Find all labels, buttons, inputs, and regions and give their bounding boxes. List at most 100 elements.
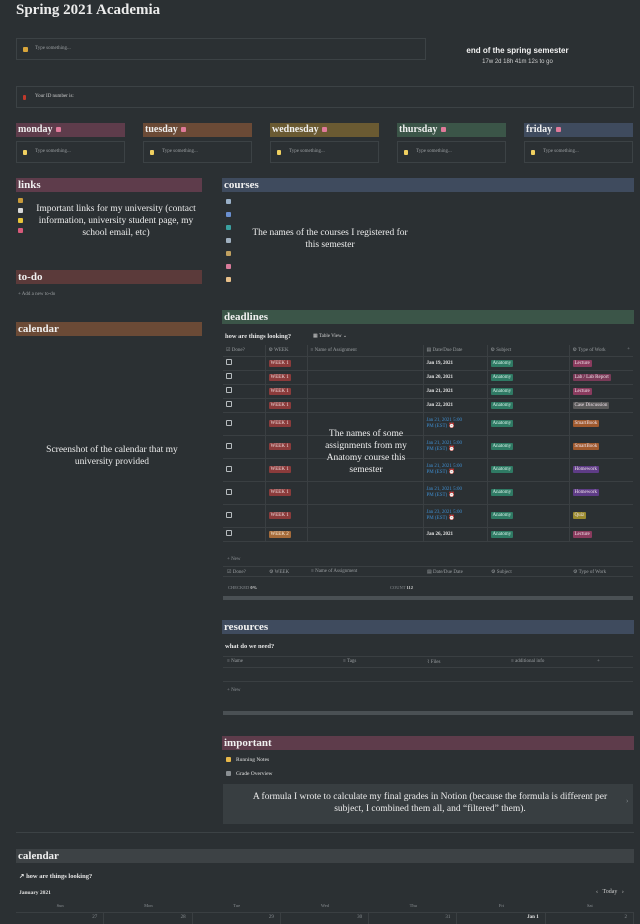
- course-icon-6[interactable]: [226, 264, 231, 269]
- deadlines-scrollbar[interactable]: [223, 596, 633, 600]
- link-icon-2[interactable]: [18, 208, 23, 213]
- col-done[interactable]: ☑ Done?: [223, 345, 266, 357]
- done-checkbox[interactable]: [226, 442, 232, 449]
- deadlines-header: deadlines: [222, 310, 634, 324]
- due-date: Jan 21, 2021 5:00: [426, 418, 463, 423]
- link-icon-3[interactable]: [18, 218, 23, 223]
- res-col-tags[interactable]: ≡ Tags: [343, 659, 357, 664]
- assignment-name-cell[interactable]: [307, 370, 424, 385]
- calendar-day-cell[interactable]: 2: [546, 913, 634, 924]
- table-row[interactable]: WEEK 1 Jan 23, 2021 5:00 PM (EST) ⏰ Anatomy…: [223, 504, 633, 528]
- calendar-day-cell[interactable]: 29: [193, 913, 281, 924]
- day-input-friday[interactable]: Type something...: [524, 141, 633, 163]
- subject-badge: Anatomy: [490, 466, 514, 473]
- day-input-tuesday[interactable]: Type something...: [143, 141, 252, 163]
- table-row[interactable]: WEEK 1 Jan 20, 2021 Anatomy Lab / Lab Repor…: [223, 370, 633, 385]
- link-icon-1[interactable]: [18, 198, 23, 203]
- todo-add-button[interactable]: + Add a new to-do: [18, 292, 56, 297]
- prev-month-button[interactable]: ‹: [596, 889, 598, 895]
- courses-note: The names of the courses I registered fo…: [252, 228, 408, 250]
- assignment-name-cell[interactable]: [307, 356, 424, 371]
- assignment-name-cell[interactable]: [307, 384, 424, 399]
- done-checkbox[interactable]: [226, 419, 232, 426]
- table-row[interactable]: WEEK 1 Jan 21, 2021 5:00 PM (EST) ⏰ Anatomy…: [223, 458, 633, 482]
- important-item-grade-overview[interactable]: Grade Overview: [226, 771, 273, 777]
- day-input-wednesday[interactable]: Type something...: [270, 141, 379, 163]
- week-badge: WEEK 1: [268, 359, 291, 367]
- day-header-thursday: thursday: [397, 123, 506, 137]
- due-time: PM (EST) ⏰: [426, 493, 455, 498]
- pencil-icon: [226, 757, 231, 763]
- tulip-icon: [322, 127, 328, 133]
- deadlines-footer-columns: ☑ Done? ⚙ WEEK ≡ Name of Assignment ▤ Da…: [223, 566, 633, 577]
- assignment-name-cell[interactable]: [307, 435, 424, 459]
- weekday-label: Sat: [586, 903, 593, 908]
- day-input-monday[interactable]: Type something...: [16, 141, 125, 163]
- deadlines-new-button[interactable]: + New: [227, 557, 241, 562]
- assignment-name-cell[interactable]: [307, 527, 424, 542]
- res-col-info[interactable]: ≡ additional info: [511, 659, 545, 664]
- course-icon-7[interactable]: [226, 277, 231, 282]
- done-checkbox[interactable]: [226, 465, 232, 472]
- resources-scrollbar[interactable]: [223, 711, 633, 715]
- assignment-name-cell[interactable]: [307, 481, 424, 505]
- res-col-files[interactable]: ⌇ Files: [427, 660, 441, 665]
- done-checkbox[interactable]: [226, 401, 232, 407]
- done-checkbox[interactable]: [226, 387, 232, 393]
- course-icon-5[interactable]: [226, 251, 231, 256]
- table-row[interactable]: WEEK 1 Jan 21, 2021 5:00 PM (EST) ⏰ Anatomy…: [223, 435, 633, 459]
- bulb-icon: [150, 150, 154, 155]
- important-note-box: [223, 784, 633, 824]
- due-time: PM (EST) ⏰: [426, 447, 455, 452]
- table-view-tab[interactable]: ▦ Table View ⌄: [313, 334, 348, 339]
- id-box: Your ID number is:: [16, 86, 634, 108]
- done-checkbox[interactable]: [226, 530, 232, 536]
- bulb-icon: [277, 150, 281, 155]
- week-badge: WEEK 1: [268, 401, 291, 409]
- calendar-day-cell[interactable]: Jan 1: [457, 913, 546, 924]
- col-type[interactable]: ⚙ Type of Work +: [569, 345, 633, 357]
- course-icon-2[interactable]: [226, 212, 231, 217]
- assignment-name-cell[interactable]: [307, 458, 424, 482]
- calendar-day-cell[interactable]: 28: [104, 913, 193, 924]
- table-row[interactable]: WEEK 1 Jan 21, 2021 5:00 PM (EST) ⏰ Anatomy…: [223, 412, 633, 436]
- subject-badge: Anatomy: [490, 512, 514, 519]
- done-checkbox[interactable]: [226, 488, 232, 495]
- table-row[interactable]: WEEK 1 Jan 22, 2021 Anatomy Case Discussion: [223, 398, 633, 413]
- resources-new-button[interactable]: + New: [227, 688, 241, 693]
- today-button[interactable]: Today: [602, 889, 618, 895]
- col-week[interactable]: ⚙ WEEK: [265, 345, 308, 357]
- important-scroll-arrow[interactable]: ›: [626, 797, 629, 805]
- course-icon-1[interactable]: [226, 199, 231, 204]
- todo-header: to-do: [16, 270, 202, 284]
- course-icon-4[interactable]: [226, 238, 231, 243]
- done-checkbox[interactable]: [226, 511, 232, 518]
- done-checkbox[interactable]: [226, 373, 232, 379]
- top-input-box[interactable]: Type something...: [16, 38, 426, 60]
- link-icon-4[interactable]: [18, 228, 23, 233]
- count-summary: COUNT 112: [390, 585, 414, 590]
- grid-icon: [226, 771, 231, 777]
- calendar-day-cell[interactable]: 31: [369, 913, 458, 924]
- col-name[interactable]: ≡ Name of Assignment: [307, 345, 424, 357]
- res-add-column[interactable]: +: [597, 659, 600, 664]
- day-placeholder: Type something...: [35, 149, 71, 154]
- table-row[interactable]: WEEK 2 Jan 26, 2021 Anatomy Lecture: [223, 527, 633, 542]
- course-icon-3[interactable]: [226, 225, 231, 230]
- calendar-bottom-subtitle[interactable]: ↗ how are things looking?: [19, 873, 93, 880]
- assignment-name-cell[interactable]: [307, 398, 424, 413]
- res-col-name[interactable]: ≡ Name: [227, 659, 244, 664]
- important-item-running-notes[interactable]: Running Notes: [226, 757, 269, 763]
- col-subject[interactable]: ⚙ Subject: [487, 345, 570, 357]
- col-date[interactable]: ▤ Date/Due Date: [423, 345, 488, 357]
- table-row[interactable]: WEEK 1 Jan 21, 2021 Anatomy Lecture: [223, 384, 633, 399]
- table-row[interactable]: WEEK 1 Jan 19, 2021 Anatomy Lecture: [223, 356, 633, 371]
- assignment-name-cell[interactable]: [307, 412, 424, 436]
- calendar-day-cell[interactable]: 30: [281, 913, 370, 924]
- done-checkbox[interactable]: [226, 359, 232, 365]
- next-month-button[interactable]: ›: [621, 889, 624, 895]
- table-row[interactable]: WEEK 1 Jan 21, 2021 5:00 PM (EST) ⏰ Anatomy…: [223, 481, 633, 505]
- calendar-day-cell[interactable]: 27: [16, 913, 105, 924]
- assignment-name-cell[interactable]: [307, 504, 424, 528]
- day-input-thursday[interactable]: Type something...: [397, 141, 506, 163]
